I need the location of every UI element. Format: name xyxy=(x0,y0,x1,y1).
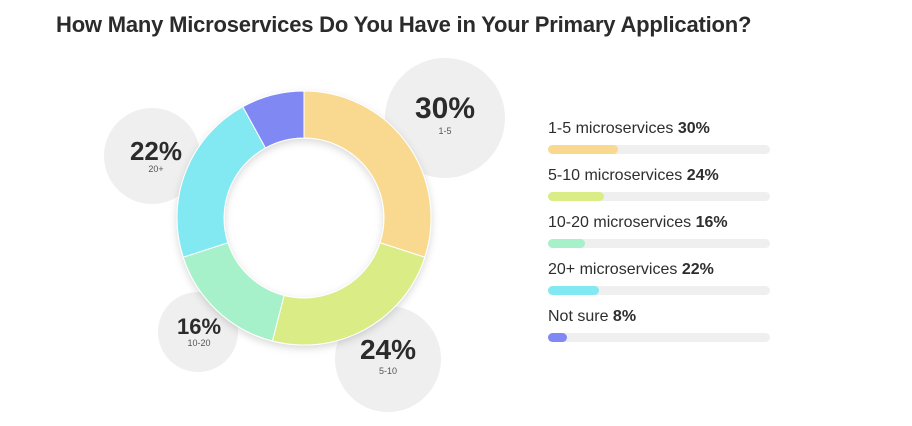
legend-item: 10-20 microservices 16% xyxy=(548,214,770,248)
slice-label-10-20-pct: 16% xyxy=(176,314,222,339)
legend-bar-fill xyxy=(548,333,567,342)
slice-label-20plus-category: 20+ xyxy=(148,164,164,174)
chart-title: How Many Microservices Do You Have in Yo… xyxy=(56,12,752,37)
legend-bar-track xyxy=(548,333,770,342)
legend-item: 1-5 microservices 30% xyxy=(548,120,770,154)
slice-label-10-20-category: 10-20 xyxy=(187,338,211,348)
legend-category: Not sure xyxy=(548,308,609,325)
legend-item: Not sure 8% xyxy=(548,308,770,342)
legend-label: 10-20 microservices 16% xyxy=(548,214,770,232)
legend-percent: 24% xyxy=(686,167,719,184)
legend-bar-track xyxy=(548,239,770,248)
legend-bar-track xyxy=(548,286,770,295)
legend-bar-fill xyxy=(548,286,599,295)
legend-bar-track xyxy=(548,192,770,201)
slice-label-20plus-pct: 22% xyxy=(129,136,183,166)
legend-bar-track xyxy=(548,145,770,154)
legend-percent: 30% xyxy=(677,120,710,137)
legend-bar-fill xyxy=(548,192,604,201)
slice-label-5-10-category: 5-10 xyxy=(378,366,397,376)
donut-slice-1-5 xyxy=(303,90,432,258)
legend-label: 5-10 microservices 24% xyxy=(548,167,770,185)
legend-item: 20+ microservices 22% xyxy=(548,261,770,295)
legend-category: 1-5 microservices xyxy=(548,120,674,137)
slice-label-1-5-category: 1-5 xyxy=(438,126,452,136)
legend-label: 20+ microservices 22% xyxy=(548,261,770,279)
legend-category: 5-10 microservices xyxy=(548,167,683,184)
legend-percent: 8% xyxy=(612,308,637,325)
donut-slice-20- xyxy=(176,106,267,258)
legend-label: 1-5 microservices 30% xyxy=(548,120,770,138)
legend-label: Not sure 8% xyxy=(548,308,770,326)
legend-category: 20+ microservices xyxy=(548,261,678,278)
legend-percent: 22% xyxy=(681,261,714,278)
legend-bar-fill xyxy=(548,145,618,154)
legend-category: 10-20 microservices xyxy=(548,214,692,231)
legend-item: 5-10 microservices 24% xyxy=(548,167,770,201)
slice-label-5-10-pct: 24% xyxy=(359,334,417,365)
legend-bar-fill xyxy=(548,239,585,248)
donut-slice-5-10 xyxy=(271,242,426,346)
slice-label-1-5-pct: 30% xyxy=(414,92,476,125)
legend-percent: 16% xyxy=(695,214,728,231)
donut-slice-not-sure xyxy=(242,90,305,149)
